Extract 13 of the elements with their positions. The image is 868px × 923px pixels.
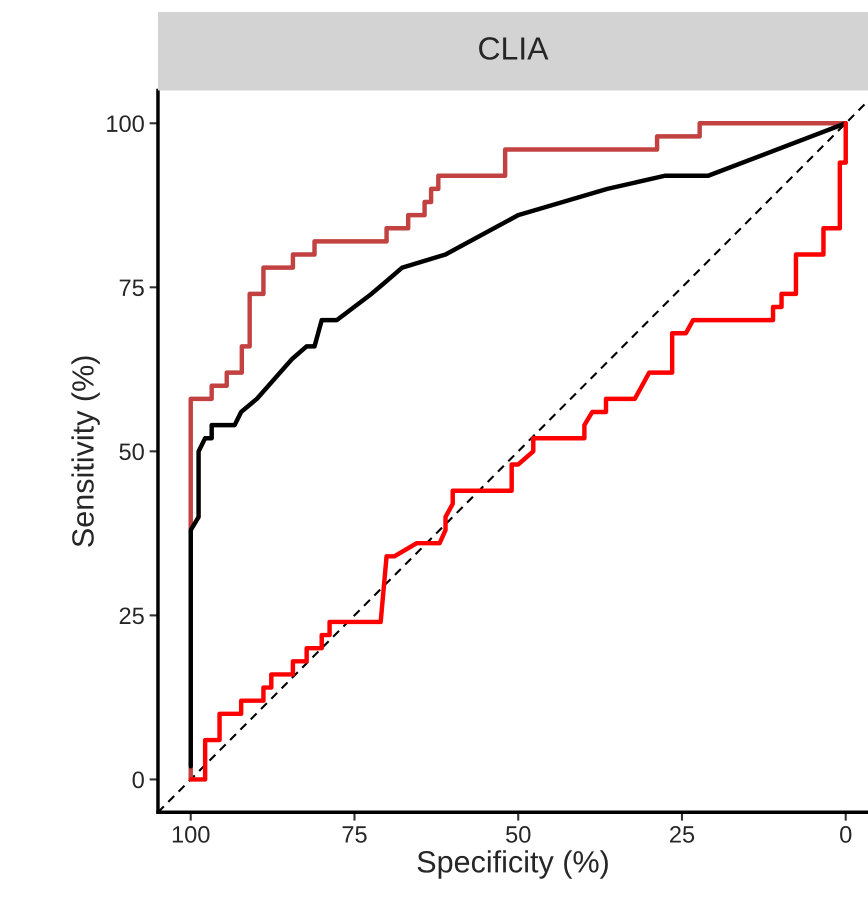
x-tick-label: 100	[172, 826, 210, 843]
y-tick-label: 0	[132, 772, 144, 788]
y-tick-label: 25	[120, 607, 144, 624]
x-axis-title: Specificity (%)	[418, 850, 608, 879]
y-axis-title: Sensitivity (%)	[71, 356, 100, 547]
y-tick-label: 50	[119, 443, 144, 460]
y-tick-label: 100	[107, 115, 144, 132]
chart-title: CLIA	[479, 37, 548, 60]
x-tick-label: 50	[506, 826, 530, 843]
x-tick-label: 0	[840, 826, 852, 843]
x-tick-label: 75	[342, 826, 367, 843]
y-tick-label: 75	[120, 280, 144, 296]
x-tick-label: 25	[670, 826, 694, 843]
